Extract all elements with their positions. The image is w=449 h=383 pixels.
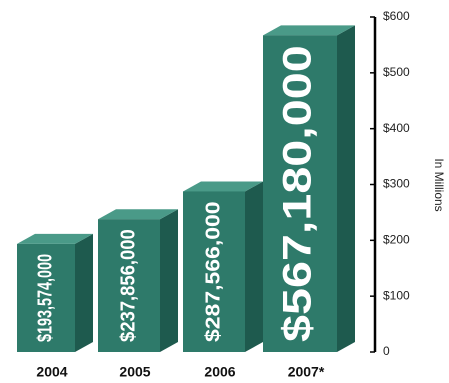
x-tick-label: 2005 [119,364,150,380]
value-label: $287,566,000 [202,201,224,342]
y-tick-label: $300 [383,177,410,191]
value-label: $193,574,000 [34,254,56,342]
bar [17,243,75,352]
bar [183,191,245,352]
value-label: $237,856,000 [117,229,139,342]
x-tick-label: 2006 [204,364,235,380]
bar-top [183,181,263,192]
y-tick-label: $200 [383,233,410,247]
bar [98,219,160,352]
bar-top [17,233,93,244]
bar-side [75,233,93,352]
y-axis-label: In Millions [432,158,446,211]
x-tick-label: 2007* [288,364,325,380]
bar-top [263,25,355,36]
y-tick-label: $600 [383,9,410,23]
y-tick-label: $400 [383,121,410,135]
y-tick-label: 0 [383,344,390,358]
x-tick-label: 2004 [36,364,67,380]
bar [263,35,337,353]
bar-side [337,25,355,353]
bar-side [160,209,178,352]
value-label: $567,180,000 [276,45,320,342]
bar-top [98,209,178,220]
y-tick-label: $500 [383,65,410,79]
y-tick-label: $100 [383,288,410,302]
bar-side [245,181,263,352]
